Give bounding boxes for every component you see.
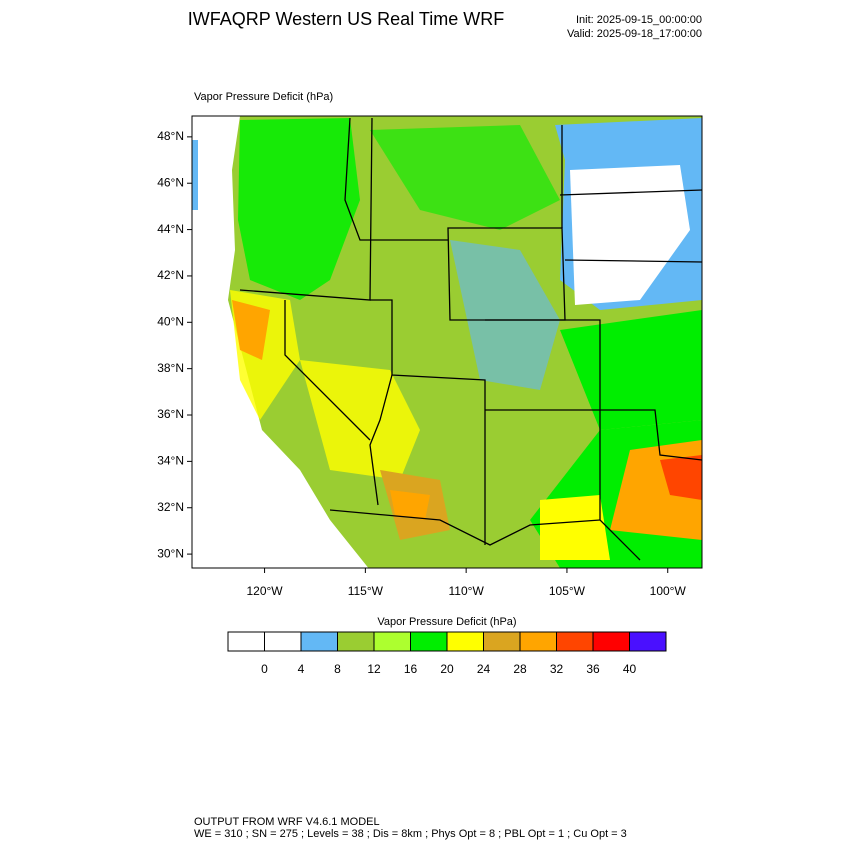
x-tick-label: 115°W [348, 584, 384, 598]
y-tick-label: 32°N [157, 500, 184, 514]
colorbar-box [227, 631, 265, 652]
y-tick-label: 34°N [157, 454, 184, 468]
x-tick-label: 105°W [549, 584, 586, 598]
colorbar-tick-label: 20 [440, 662, 454, 676]
colorbar-box [556, 631, 594, 652]
y-tick-label: 44°N [157, 222, 184, 236]
x-tick-label: 110°W [449, 584, 485, 598]
colorbar-tick-label: 28 [513, 662, 527, 676]
colorbar-box [592, 631, 630, 652]
y-tick-label: 30°N [157, 546, 184, 560]
y-tick-label: 42°N [157, 268, 184, 282]
colorbar-tick-label: 8 [334, 662, 341, 676]
colorbar-tick-label: 36 [586, 662, 600, 676]
y-tick-label: 38°N [157, 361, 184, 375]
title: IWFAQRP Western US Real Time WRF [188, 9, 504, 29]
footer-line: OUTPUT FROM WRF V4.6.1 MODEL [194, 816, 380, 828]
colorbar-tick-label: 4 [298, 662, 305, 676]
map-frame [191, 115, 703, 569]
colorbar-tick-label: 24 [477, 662, 491, 676]
y-tick-label: 36°N [157, 407, 184, 421]
colorbar-tick-label: 12 [367, 662, 381, 676]
colorbar-tick-label: 40 [623, 662, 637, 676]
colorbar-box [300, 631, 338, 652]
colorbar-box [373, 631, 411, 652]
colorbar-box [629, 631, 667, 652]
colorbar-box [264, 631, 302, 652]
colorbar-tick-label: 32 [550, 662, 564, 676]
y-tick-label: 46°N [157, 175, 184, 189]
colorbar-box [483, 631, 521, 652]
colorbar-box [446, 631, 484, 652]
colorbar-tick-label: 0 [261, 662, 268, 676]
map-subtitle: Vapor Pressure Deficit (hPa) [194, 91, 333, 103]
y-tick-label: 40°N [157, 314, 184, 328]
colorbar-label: Vapor Pressure Deficit (hPa) [377, 616, 516, 628]
y-tick-label: 48°N [157, 129, 184, 143]
colorbar-tick-label: 16 [404, 662, 418, 676]
colorbar-box [410, 631, 448, 652]
x-tick-label: 100°W [650, 584, 687, 598]
colorbar-box [519, 631, 557, 652]
x-tick-label: 120°W [246, 584, 283, 598]
map-field [192, 116, 702, 568]
footer-line: WE = 310 ; SN = 275 ; Levels = 38 ; Dis … [194, 828, 627, 840]
init-time: Init: 2025-09-15_00:00:00 [576, 14, 702, 26]
valid-time: Valid: 2025-09-18_17:00:00 [567, 28, 702, 40]
colorbar-box [337, 631, 375, 652]
